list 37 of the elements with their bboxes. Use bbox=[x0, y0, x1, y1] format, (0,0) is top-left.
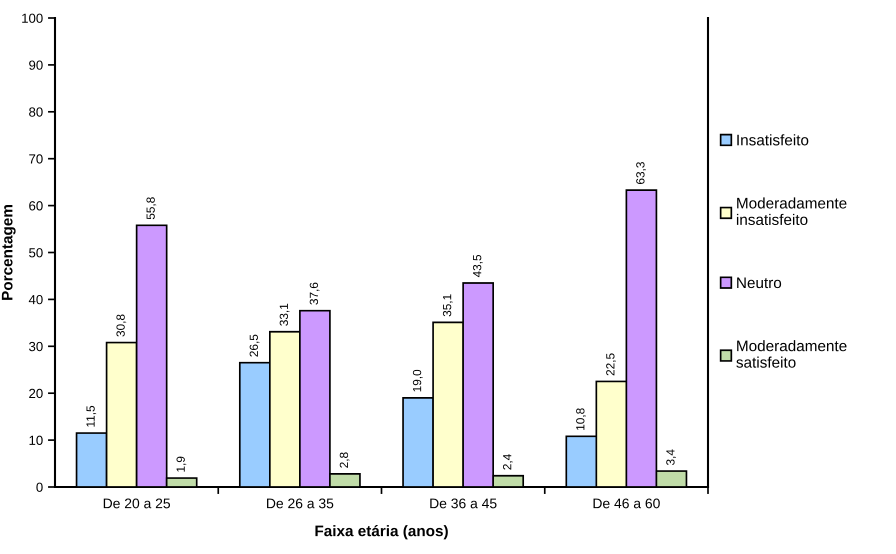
data-label: 43,5 bbox=[472, 254, 483, 278]
y-tick-label: 50 bbox=[29, 248, 43, 258]
x-axis-title: Faixa etária (anos) bbox=[315, 524, 448, 540]
data-label: 11,5 bbox=[86, 406, 96, 427]
data-label: 22,5 bbox=[606, 353, 616, 376]
legend-label: Insatisfeito bbox=[737, 134, 808, 146]
data-label: 2,8 bbox=[340, 452, 350, 468]
data-label: 30,8 bbox=[116, 314, 126, 337]
data-label: 10,8 bbox=[576, 408, 586, 430]
x-tick-label: De 36 a 45 bbox=[430, 498, 497, 508]
y-tick-label: 100 bbox=[22, 14, 43, 23]
x-tick-label: De 26 a 35 bbox=[267, 498, 334, 508]
y-tick-label: 30 bbox=[29, 342, 43, 352]
legend-label: Neutro bbox=[737, 278, 782, 288]
data-label: 63,3 bbox=[636, 162, 646, 184]
data-label: 19,0 bbox=[412, 370, 423, 392]
data-label: 2,4 bbox=[502, 454, 513, 470]
data-label: 33,1 bbox=[280, 304, 290, 326]
data-label: 37,6 bbox=[310, 282, 320, 305]
x-tick-label: De 20 a 25 bbox=[104, 498, 170, 508]
y-axis-title: Porcentagem bbox=[2, 205, 16, 300]
y-tick-label: 40 bbox=[28, 294, 43, 304]
y-tick-label: 20 bbox=[29, 388, 43, 398]
legend-label: Moderadamente insatisfeito bbox=[736, 197, 846, 226]
x-tick-label: De 46 a 60 bbox=[594, 498, 660, 508]
y-tick-label: 60 bbox=[29, 201, 43, 211]
data-label: 3,4 bbox=[666, 449, 676, 466]
y-tick-label: 10 bbox=[30, 436, 43, 446]
data-label: 55,8 bbox=[146, 197, 156, 220]
y-tick-label: 80 bbox=[29, 107, 43, 117]
data-label: 26,5 bbox=[250, 334, 260, 357]
legend-label: Moderadamente satisfeito bbox=[736, 340, 846, 368]
y-tick-label: 70 bbox=[29, 154, 43, 164]
y-tick-label: 90 bbox=[29, 60, 43, 70]
y-tick-label: 0 bbox=[36, 482, 43, 492]
data-label: 35,1 bbox=[442, 294, 453, 316]
data-label: 1,9 bbox=[176, 456, 186, 472]
